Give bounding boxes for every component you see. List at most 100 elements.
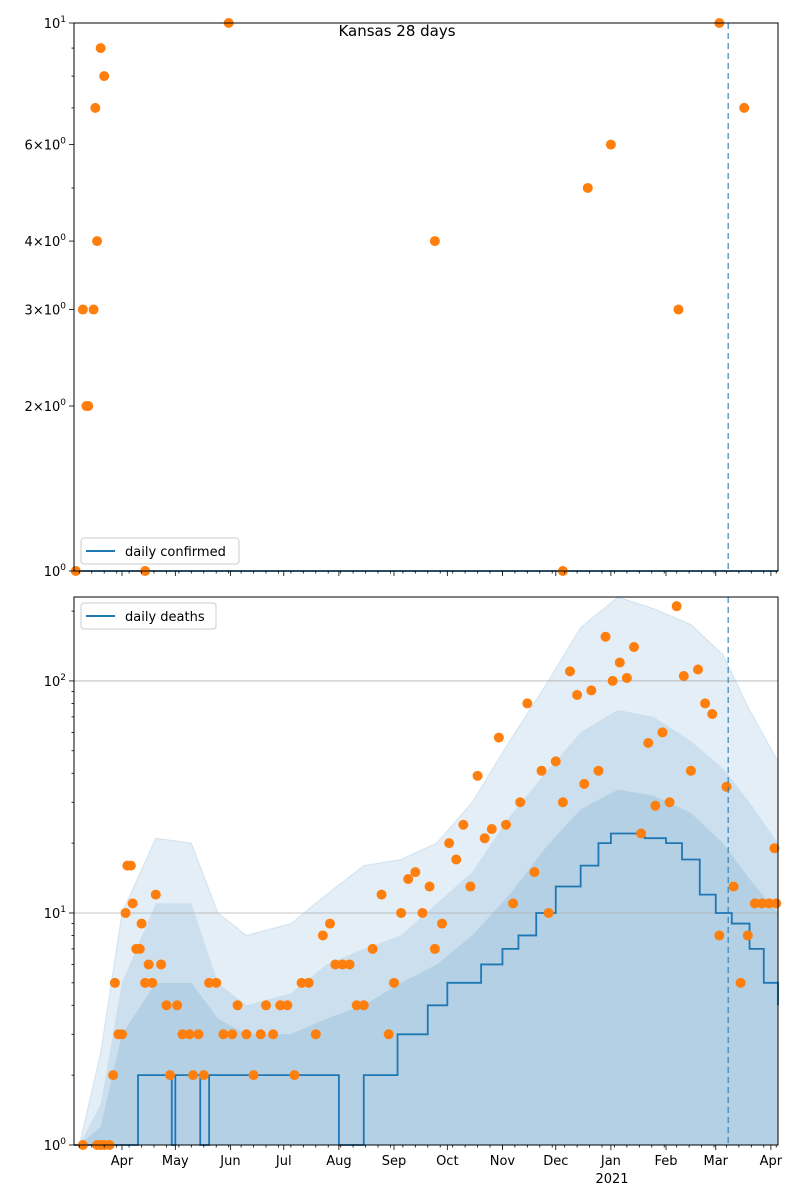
deaths-point	[310, 1029, 321, 1040]
deaths-point	[248, 1070, 259, 1081]
deaths-point	[769, 843, 780, 854]
deaths-point	[389, 977, 399, 988]
deaths-y-tick-exponent: 0	[60, 1137, 66, 1147]
confirmed-points	[70, 18, 750, 576]
deaths-point	[198, 1070, 209, 1081]
deaths-point	[735, 977, 746, 988]
deaths-x-tick-label: Dec	[543, 1154, 568, 1169]
deaths-point	[629, 642, 639, 653]
deaths-point	[177, 1029, 188, 1040]
deaths-point	[330, 959, 341, 970]
deaths-point	[543, 907, 554, 918]
deaths-point	[376, 889, 387, 900]
deaths-point	[636, 828, 647, 839]
deaths-point	[565, 666, 575, 677]
deaths-point	[424, 881, 435, 892]
deaths-series-line	[74, 832, 779, 1146]
deaths-point	[479, 833, 490, 844]
deaths-point	[536, 765, 547, 776]
deaths-point	[136, 918, 147, 929]
deaths-point	[749, 898, 760, 909]
deaths-point	[117, 1029, 127, 1040]
deaths-point	[125, 860, 136, 871]
deaths-point	[367, 943, 378, 954]
deaths-point	[721, 781, 732, 792]
deaths-point	[317, 930, 328, 941]
deaths-point	[165, 1070, 175, 1081]
deaths-legend[interactable]: daily deaths	[80, 602, 217, 630]
deaths-point	[109, 977, 120, 988]
deaths-point	[296, 977, 307, 988]
confirmed-x-ticks	[78, 571, 777, 576]
deaths-point	[700, 698, 711, 709]
deaths-point	[486, 824, 497, 835]
deaths-point	[417, 907, 428, 918]
deaths-point	[275, 1000, 286, 1011]
deaths-point	[650, 800, 661, 811]
deaths-point	[325, 918, 335, 929]
confirmed-y-tick-exponent: 0	[60, 563, 66, 573]
confirmed-y-tick-exponent: 1	[60, 15, 66, 25]
year-label: 2021	[595, 1172, 628, 1187]
deaths-point	[529, 867, 540, 878]
deaths-point	[188, 1070, 199, 1081]
confirmed-legend-label: daily confirmed	[125, 545, 226, 560]
deaths-point	[444, 838, 455, 849]
deaths-point	[396, 907, 407, 918]
deaths-point	[437, 918, 447, 929]
deaths-line	[74, 832, 779, 1146]
deaths-point	[621, 672, 632, 683]
confirmed-y-tick-label: 2×100	[25, 398, 67, 415]
confirmed-y-tick-label: 6×100	[25, 137, 67, 154]
confirmed-point	[429, 236, 440, 247]
deaths-point	[714, 930, 725, 941]
deaths-point	[707, 709, 718, 720]
deaths-point	[493, 732, 504, 743]
deaths-point	[358, 1000, 369, 1011]
confirmed-legend[interactable]: daily confirmed	[80, 537, 240, 565]
confirmed-point	[92, 236, 103, 247]
deaths-point	[143, 959, 154, 970]
deaths-point	[147, 977, 158, 988]
confirmed-point	[88, 304, 99, 315]
confirmed-y-tick-exponent: 0	[60, 137, 66, 147]
confirmed-point	[673, 304, 684, 315]
deaths-point	[508, 898, 519, 909]
confirmed-point	[90, 102, 101, 113]
confirmed-y-tick-exponent: 0	[60, 398, 66, 408]
deaths-point	[728, 881, 739, 892]
confirmed-point	[77, 304, 88, 315]
deaths-point	[550, 756, 561, 767]
deaths-x-tick-label: Sep	[382, 1154, 407, 1169]
confirmed-point	[95, 43, 106, 54]
deaths-point	[337, 959, 348, 970]
deaths-point	[172, 1000, 183, 1011]
deaths-point	[579, 778, 590, 789]
deaths-point	[771, 898, 782, 909]
deaths-point	[184, 1029, 195, 1040]
deaths-x-tick-label: Apr	[111, 1154, 134, 1169]
deaths-points	[77, 601, 782, 1150]
deaths-band-inner	[79, 789, 779, 1145]
deaths-point	[757, 898, 767, 909]
deaths-point	[134, 943, 145, 954]
deaths-x-tick-label: Feb	[654, 1154, 677, 1169]
deaths-band-mid	[79, 709, 779, 1145]
deaths-point	[403, 874, 414, 885]
deaths-point	[764, 898, 775, 909]
deaths-point	[150, 889, 161, 900]
deaths-point	[664, 797, 675, 808]
deaths-point	[451, 854, 462, 865]
deaths-y-tick-exponent: 1	[60, 905, 66, 915]
deaths-point	[161, 1000, 172, 1011]
confirmed-point	[83, 401, 94, 412]
deaths-x-ticks: Apr May Jun Jul Aug Sep Oct Nov Dec Jan Feb Mar Apr	[78, 1145, 783, 1169]
confirmed-point	[99, 71, 110, 82]
confirmed-y-tick-label: 4×100	[25, 233, 67, 250]
deaths-point	[693, 664, 703, 675]
deaths-point	[678, 671, 689, 682]
